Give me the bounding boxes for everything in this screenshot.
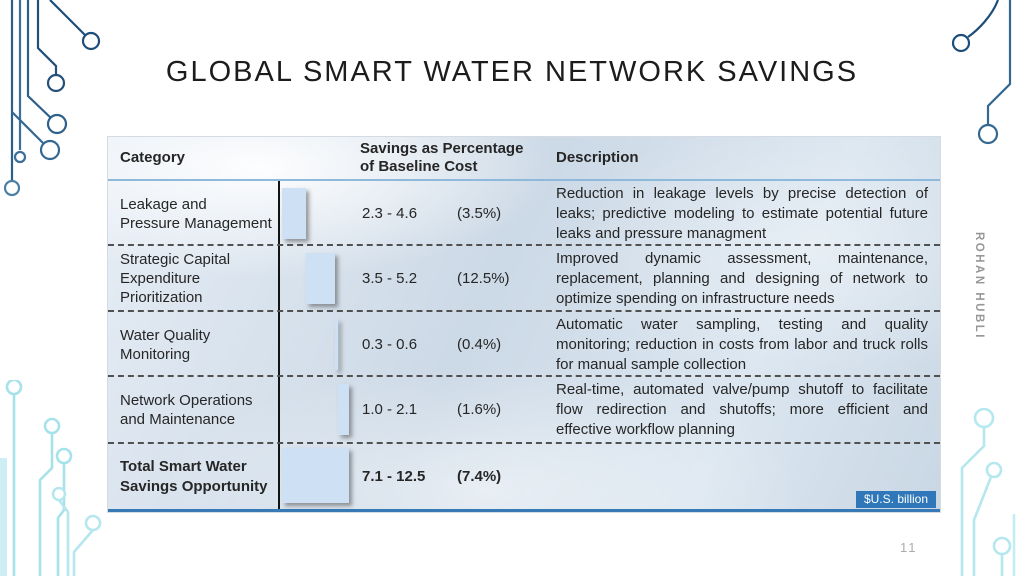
- savings-percent: (1.6%): [457, 401, 502, 419]
- savings-percent: (12.5%): [457, 270, 510, 288]
- description-cell: Reduction in leakage levels by precise d…: [556, 185, 928, 242]
- category-cell: Total Smart Water Savings Opportunity: [120, 458, 268, 495]
- category-cell: Leakage and Pressure Management: [120, 195, 272, 232]
- waterfall-bar-cell: [278, 312, 360, 378]
- header-description: Description: [556, 149, 639, 166]
- table-row-total: Total Smart Water Savings Opportunity 7.…: [108, 442, 940, 509]
- description-cell: [548, 474, 940, 480]
- table-row: Network Operations and Maintenance 1.0 -…: [108, 375, 940, 443]
- waterfall-bar-cell: [278, 377, 360, 443]
- page-title: GLOBAL SMART WATER NETWORK SAVINGS: [165, 56, 859, 88]
- savings-range: 3.5 - 5.2: [362, 270, 418, 288]
- vertical-author-text: ROHAN HUBLI: [973, 232, 985, 340]
- table-row: Strategic Capital Expenditure Prioritiza…: [108, 244, 940, 312]
- table-row: Water Quality Monitoring 0.3 - 0.6 (0.4%…: [108, 310, 940, 378]
- savings-table: Category Savings as Percentage of Baseli…: [107, 136, 941, 513]
- category-cell: Strategic Capital Expenditure Prioritiza…: [120, 250, 231, 307]
- description-cell: Real-time, automated valve/pump shutoff …: [556, 381, 928, 438]
- table-row: Leakage and Pressure Management 2.3 - 4.…: [108, 181, 940, 247]
- savings-range: 2.3 - 4.6: [362, 205, 418, 223]
- table-body: Leakage and Pressure Management 2.3 - 4.…: [108, 181, 940, 509]
- waterfall-bar: [282, 188, 306, 240]
- waterfall-bar: [305, 253, 336, 305]
- waterfall-bar: [338, 384, 350, 436]
- category-cell: Network Operations and Maintenance: [120, 391, 253, 428]
- table-header: Category Savings as Percentage of Baseli…: [108, 137, 940, 181]
- header-savings: Savings as Percentage of Baseline Cost: [360, 140, 524, 175]
- waterfall-bar: [282, 448, 350, 503]
- savings-percent: (7.4%): [457, 468, 502, 485]
- category-cell: Water Quality Monitoring: [120, 326, 211, 363]
- circuit-decoration-top-left: [3, 0, 101, 197]
- savings-percent: (3.5%): [457, 205, 502, 223]
- waterfall-bar-cell: [278, 444, 360, 509]
- savings-percent: (0.4%): [457, 336, 502, 354]
- unit-badge: $U.S. billion: [855, 491, 936, 508]
- circuit-decoration-top-right: [951, 0, 1012, 145]
- waterfall-bar-cell: [278, 246, 360, 312]
- waterfall-bar-cell: [278, 181, 360, 247]
- page-number: 11: [900, 540, 918, 555]
- savings-range: 1.0 - 2.1: [362, 401, 418, 419]
- description-cell: Improved dynamic assessment, maintenance…: [556, 250, 928, 307]
- savings-range: 0.3 - 0.6: [362, 336, 418, 354]
- description-cell: Automatic water sampling, testing and qu…: [556, 316, 928, 373]
- header-category: Category: [120, 149, 186, 166]
- savings-range: 7.1 - 12.5: [362, 468, 426, 485]
- circuit-decoration-bottom-left: [0, 380, 102, 576]
- waterfall-bar: [335, 319, 339, 371]
